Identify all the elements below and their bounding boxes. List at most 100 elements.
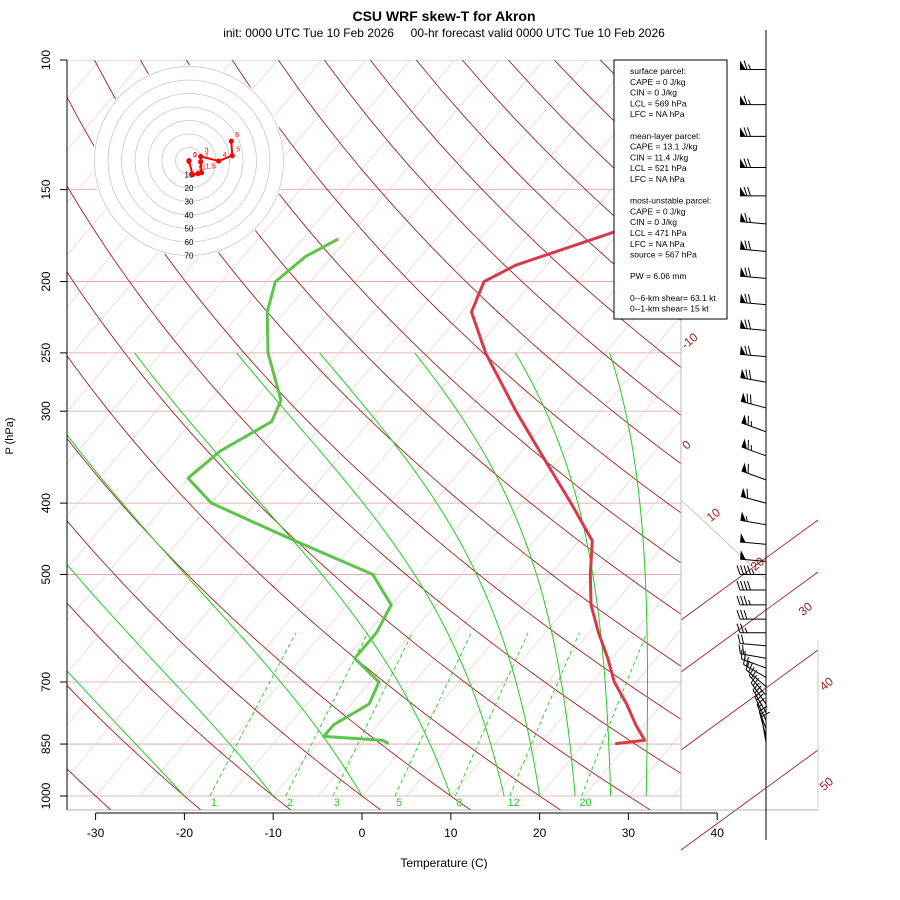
- wind-barb: [740, 186, 766, 197]
- info-line: 0--6-km shear= 63.1 kt: [630, 293, 716, 303]
- barb-staff: [745, 669, 767, 687]
- isotherm-label: 10: [704, 505, 723, 525]
- x-tick-label: -10: [265, 826, 283, 840]
- info-line: CIN = 0 J/kg: [630, 88, 677, 98]
- dry-adiabat-line: [231, 60, 681, 514]
- hodograph-point: [228, 138, 234, 144]
- isotherm-line: [67, 60, 678, 778]
- isotherm-line: [67, 60, 633, 726]
- hodograph-point-label: 5: [236, 147, 240, 154]
- mixing-ratio-line: [394, 632, 472, 797]
- info-line: 0--1-km shear= 15 kt: [630, 304, 709, 314]
- hodograph-ring-label: 20: [185, 184, 194, 193]
- moist-adiabat-line: [236, 352, 505, 797]
- barb-full: [746, 656, 749, 667]
- chart-subtitle: init: 0000 UTC Tue 10 Feb 2026 00-hr for…: [223, 26, 665, 40]
- barb-staff: [740, 653, 767, 659]
- info-line: LCL = 569 hPa: [630, 98, 687, 108]
- wind-barb: [741, 414, 767, 433]
- isotherm-line: [494, 576, 681, 797]
- wind-barb: [745, 660, 767, 687]
- barb-full: [747, 158, 751, 168]
- barb-full: [736, 609, 741, 620]
- wind-barb: [740, 392, 767, 409]
- isotherm-label: 20: [748, 554, 767, 574]
- barb-staff: [740, 221, 767, 225]
- barb-full: [740, 609, 744, 620]
- barb-full: [746, 488, 749, 499]
- barb-flag: [740, 127, 746, 137]
- info-line: CAPE = 0 J/kg: [630, 206, 686, 216]
- barb-flag: [740, 60, 746, 70]
- dewpoint-profile: [186, 237, 393, 746]
- barb-staff: [740, 353, 767, 358]
- mixing-ratio-label: 12: [508, 797, 520, 809]
- barb-full: [743, 580, 748, 591]
- barb-staff: [740, 400, 767, 409]
- barb-flag: [740, 293, 746, 303]
- barb-flag: [740, 212, 746, 223]
- barb-flag: [740, 533, 746, 543]
- barb-flag: [740, 345, 746, 355]
- isotherm-label: 50: [817, 774, 836, 794]
- info-line: most-unstable parcel:: [630, 196, 711, 206]
- isotherm-label: -10: [678, 330, 701, 352]
- wind-barb: [736, 609, 766, 620]
- mixing-ratio-line: [509, 632, 580, 797]
- barb-full: [744, 240, 748, 250]
- barb-full: [748, 667, 755, 676]
- barb-flag: [740, 95, 746, 105]
- wind-barb: [760, 711, 771, 743]
- barb-full: [745, 660, 751, 670]
- y-tick-label: 850: [39, 734, 53, 754]
- wind-barb: [738, 644, 767, 659]
- barb-full: [761, 711, 771, 718]
- hodograph-point-label: 1: [193, 152, 197, 159]
- hodograph-point: [229, 153, 235, 159]
- mixing-ratio-label: 20: [579, 797, 591, 809]
- barb-flag: [741, 462, 747, 473]
- hodograph-point: [190, 171, 196, 178]
- barb-full: [746, 393, 749, 404]
- barb-full: [754, 685, 762, 694]
- barb-full: [744, 319, 748, 329]
- isotherm-line: [67, 60, 189, 204]
- chart-title: CSU WRF skew-T for Akron: [352, 8, 535, 24]
- mixing-ratio-label: 2: [287, 797, 293, 809]
- barb-staff: [741, 470, 767, 481]
- wind-barb: [736, 595, 766, 606]
- wind-barb: [740, 60, 766, 70]
- x-axis-label: Temperature (C): [400, 856, 487, 870]
- barb-flag: [740, 267, 746, 277]
- wind-barb: [740, 158, 766, 169]
- barb-full: [756, 697, 765, 705]
- barb-full: [754, 690, 763, 698]
- right-diagonal-frame: [680, 499, 768, 581]
- hodograph-ring: [134, 106, 244, 216]
- mixing-ratio-line: [285, 632, 369, 797]
- barb-full: [747, 240, 752, 251]
- moist-adiabat-line: [134, 352, 452, 797]
- moist-adiabat-line: [67, 670, 185, 797]
- isotherm-line: [850, 60, 900, 796]
- x-tick-label: 20: [533, 826, 547, 840]
- barb-staff: [740, 301, 767, 306]
- barb-full: [751, 669, 757, 679]
- hodograph-point: [216, 158, 222, 164]
- wind-barb: [740, 487, 767, 504]
- wind-barb: [736, 623, 766, 634]
- isotherm-line: [184, 211, 681, 797]
- isotherm-line: [228, 263, 681, 797]
- hodograph-ring-label: 40: [185, 211, 194, 220]
- isotherm-label: 40: [817, 674, 836, 694]
- dry-adiabat-line: [830, 60, 900, 812]
- barb-full: [743, 158, 748, 168]
- wind-barb: [740, 95, 766, 106]
- barb-full: [743, 609, 748, 620]
- wind-barb: [740, 533, 767, 545]
- barb-staff: [741, 422, 767, 433]
- barb-full: [747, 267, 752, 278]
- barb-staff: [740, 495, 767, 504]
- info-line: mean-layer parcel:: [630, 131, 700, 141]
